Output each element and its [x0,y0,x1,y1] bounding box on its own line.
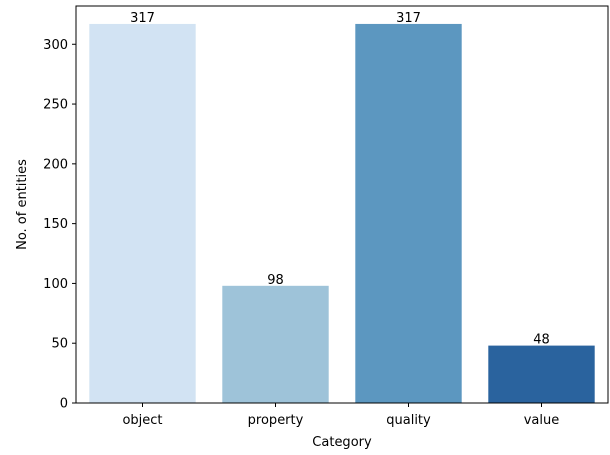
plot-frame [75,5,609,404]
bar-value [488,345,595,403]
data-label-property: 98 [267,273,284,288]
y-tick-label-200: 200 [43,157,68,172]
x-tick-label-object: object [122,413,162,428]
bar-quality [355,23,462,404]
y-axis-label: No. of entities [15,159,30,250]
x-tick-label-value: value [524,413,560,428]
y-tick-label-150: 150 [43,217,68,232]
bar-object [89,23,196,404]
bar-property [222,285,329,403]
x-axis: object property quality value [122,403,559,428]
y-axis: 0 50 100 150 200 250 300 [43,38,76,412]
plot-area: 317 98 317 48 [75,5,609,404]
x-axis-label: Category [312,435,372,450]
bar-labels: 317 98 317 48 [130,11,550,348]
data-label-value: 48 [533,333,550,348]
y-tick-label-50: 50 [51,337,68,352]
y-tick-label-100: 100 [43,277,68,292]
y-tick-label-250: 250 [43,98,68,113]
y-tick-label-0: 0 [60,397,68,412]
bars [89,23,595,404]
x-tick-label-property: property [248,413,304,428]
y-tick-label-300: 300 [43,38,68,53]
data-label-quality: 317 [396,11,421,26]
data-label-object: 317 [130,11,155,26]
x-tick-label-quality: quality [386,413,431,428]
